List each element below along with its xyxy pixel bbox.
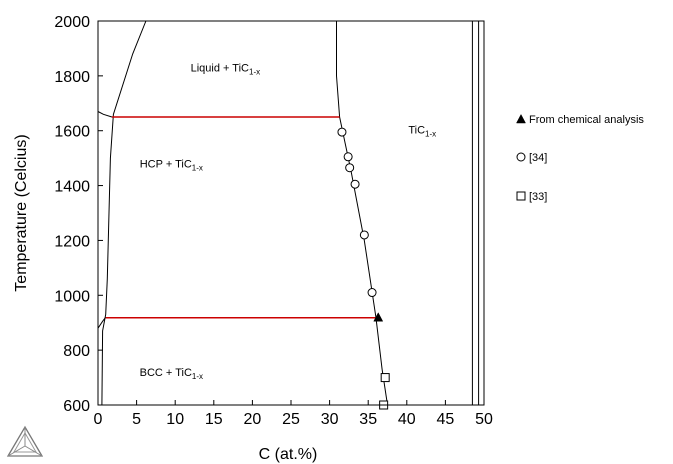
legend-label-1: [34] xyxy=(529,152,547,164)
y-tick-label-7: 2000 xyxy=(54,14,90,31)
x-axis-label: C (at.%) xyxy=(259,446,318,463)
y-axis-label: Temperature (Celcius) xyxy=(13,134,30,291)
y-tick-label-5: 1600 xyxy=(54,124,90,141)
region-label-subscript-3: 1-x xyxy=(425,129,436,138)
y-tick-label-3: 1200 xyxy=(54,233,90,250)
legend-marker-2 xyxy=(516,191,526,201)
x-tick-label-6: 30 xyxy=(321,411,339,428)
region-label-base-2: BCC + TiC xyxy=(140,367,192,379)
y-tick-label-6: 1800 xyxy=(54,69,90,86)
x-tick-label-4: 20 xyxy=(244,411,262,428)
x-tick-label-8: 40 xyxy=(398,411,416,428)
x-tick-label-5: 25 xyxy=(282,411,300,428)
data-point-2-0 xyxy=(380,373,390,383)
legend-label-0: From chemical analysis xyxy=(529,114,644,126)
data-point-1-4 xyxy=(359,230,369,240)
region-label-2: BCC + TiC1-x xyxy=(140,367,203,381)
phase-boundary-3 xyxy=(336,21,341,118)
phase-boundaries xyxy=(97,20,480,406)
x-tick-label-1: 5 xyxy=(132,411,141,428)
y-tick-label-1: 800 xyxy=(63,343,90,360)
y-tick-label-4: 1400 xyxy=(54,179,90,196)
region-label-0: Liquid + TiC1-x xyxy=(191,63,261,77)
region-label-base-1: HCP + TiC xyxy=(140,159,192,171)
region-label-subscript-2: 1-x xyxy=(192,372,203,381)
region-label-subscript-0: 1-x xyxy=(249,68,260,77)
data-point-1-3 xyxy=(350,179,360,189)
phase-boundary-1 xyxy=(97,111,113,118)
x-tick-label-9: 45 xyxy=(437,411,455,428)
legend-marker-0 xyxy=(516,113,526,124)
y-tick-label-0: 600 xyxy=(63,398,90,415)
phase-boundary-2 xyxy=(97,316,107,329)
x-tick-label-7: 35 xyxy=(359,411,377,428)
data-point-1-2 xyxy=(345,163,355,173)
x-tick-label-10: 50 xyxy=(475,411,493,428)
x-tick-label-0: 0 xyxy=(94,411,103,428)
x-tick-label-2: 10 xyxy=(166,411,184,428)
y-tick-label-2: 1000 xyxy=(54,288,90,305)
software-logo-icon xyxy=(6,425,44,457)
legend-marker-1 xyxy=(516,152,526,162)
region-label-base-3: TiC xyxy=(408,124,425,136)
legend-label-2: [33] xyxy=(529,191,547,203)
region-label-base-0: Liquid + TiC xyxy=(191,63,249,75)
legend: From chemical analysis [34] [33] xyxy=(516,113,644,203)
data-point-1-5 xyxy=(367,288,377,298)
region-label-subscript-1: 1-x xyxy=(192,164,203,173)
data-point-1-1 xyxy=(343,152,353,162)
data-markers xyxy=(337,127,390,410)
region-label-1: HCP + TiC1-x xyxy=(140,159,203,173)
data-point-1-0 xyxy=(337,127,347,137)
phase-boundary-0 xyxy=(101,20,147,406)
data-point-0-0 xyxy=(373,312,384,322)
x-tick-label-3: 15 xyxy=(205,411,223,428)
axes: 0 5 10 15 20 25 30 35 40 45 50 600 800 1000 1200 1400 16… xyxy=(54,14,493,428)
region-label-3: TiC1-x xyxy=(408,124,436,138)
